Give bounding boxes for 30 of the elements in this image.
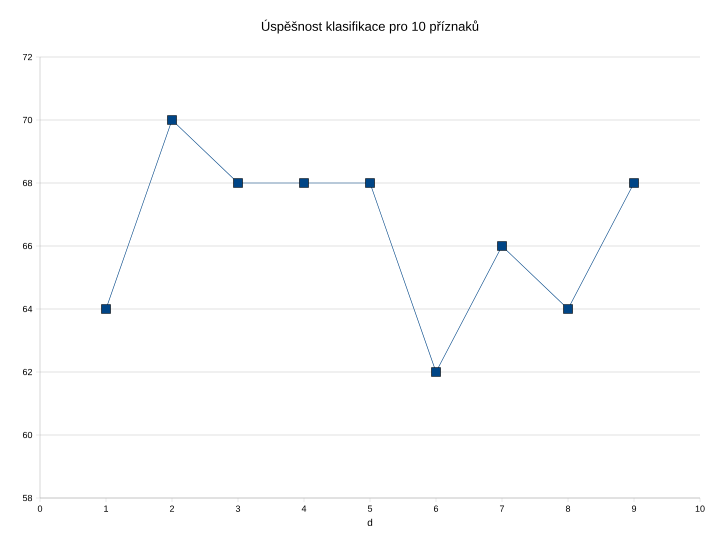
x-tick-label: 5 bbox=[368, 506, 372, 512]
y-tick-label: 60 bbox=[22, 432, 32, 438]
point bbox=[497, 241, 507, 251]
point bbox=[563, 304, 573, 314]
x-tick-label: 8 bbox=[566, 506, 570, 512]
x-axis-title: d bbox=[368, 518, 372, 526]
x-tick-label: 2 bbox=[170, 506, 174, 512]
chart-title: Úspěšnost klasifikace pro 10 příznaků bbox=[262, 20, 478, 34]
y-tick-label: 58 bbox=[22, 494, 32, 502]
point bbox=[431, 367, 441, 377]
x-tick-label: 10 bbox=[696, 506, 705, 512]
point bbox=[365, 178, 375, 188]
point bbox=[167, 115, 177, 125]
y-tick-label: 62 bbox=[22, 368, 32, 376]
point bbox=[629, 178, 639, 188]
x-tick-label: 6 bbox=[434, 506, 438, 512]
y-tick-label: 68 bbox=[22, 180, 32, 186]
point bbox=[101, 304, 111, 314]
x-tick-label: 3 bbox=[236, 506, 240, 512]
y-tick-label: 64 bbox=[22, 306, 32, 312]
x-tick-label: 9 bbox=[632, 506, 636, 512]
point bbox=[233, 178, 243, 188]
y-tick-label: 70 bbox=[22, 116, 32, 124]
x-tick-label: 4 bbox=[302, 506, 306, 512]
x-tick-label: 1 bbox=[104, 506, 108, 512]
x-tick-label: 7 bbox=[500, 506, 504, 512]
point bbox=[299, 178, 309, 188]
y-tick-label: 72 bbox=[22, 54, 32, 60]
y-tick-label: 66 bbox=[22, 242, 32, 250]
x-tick-label: 0 bbox=[38, 506, 42, 512]
